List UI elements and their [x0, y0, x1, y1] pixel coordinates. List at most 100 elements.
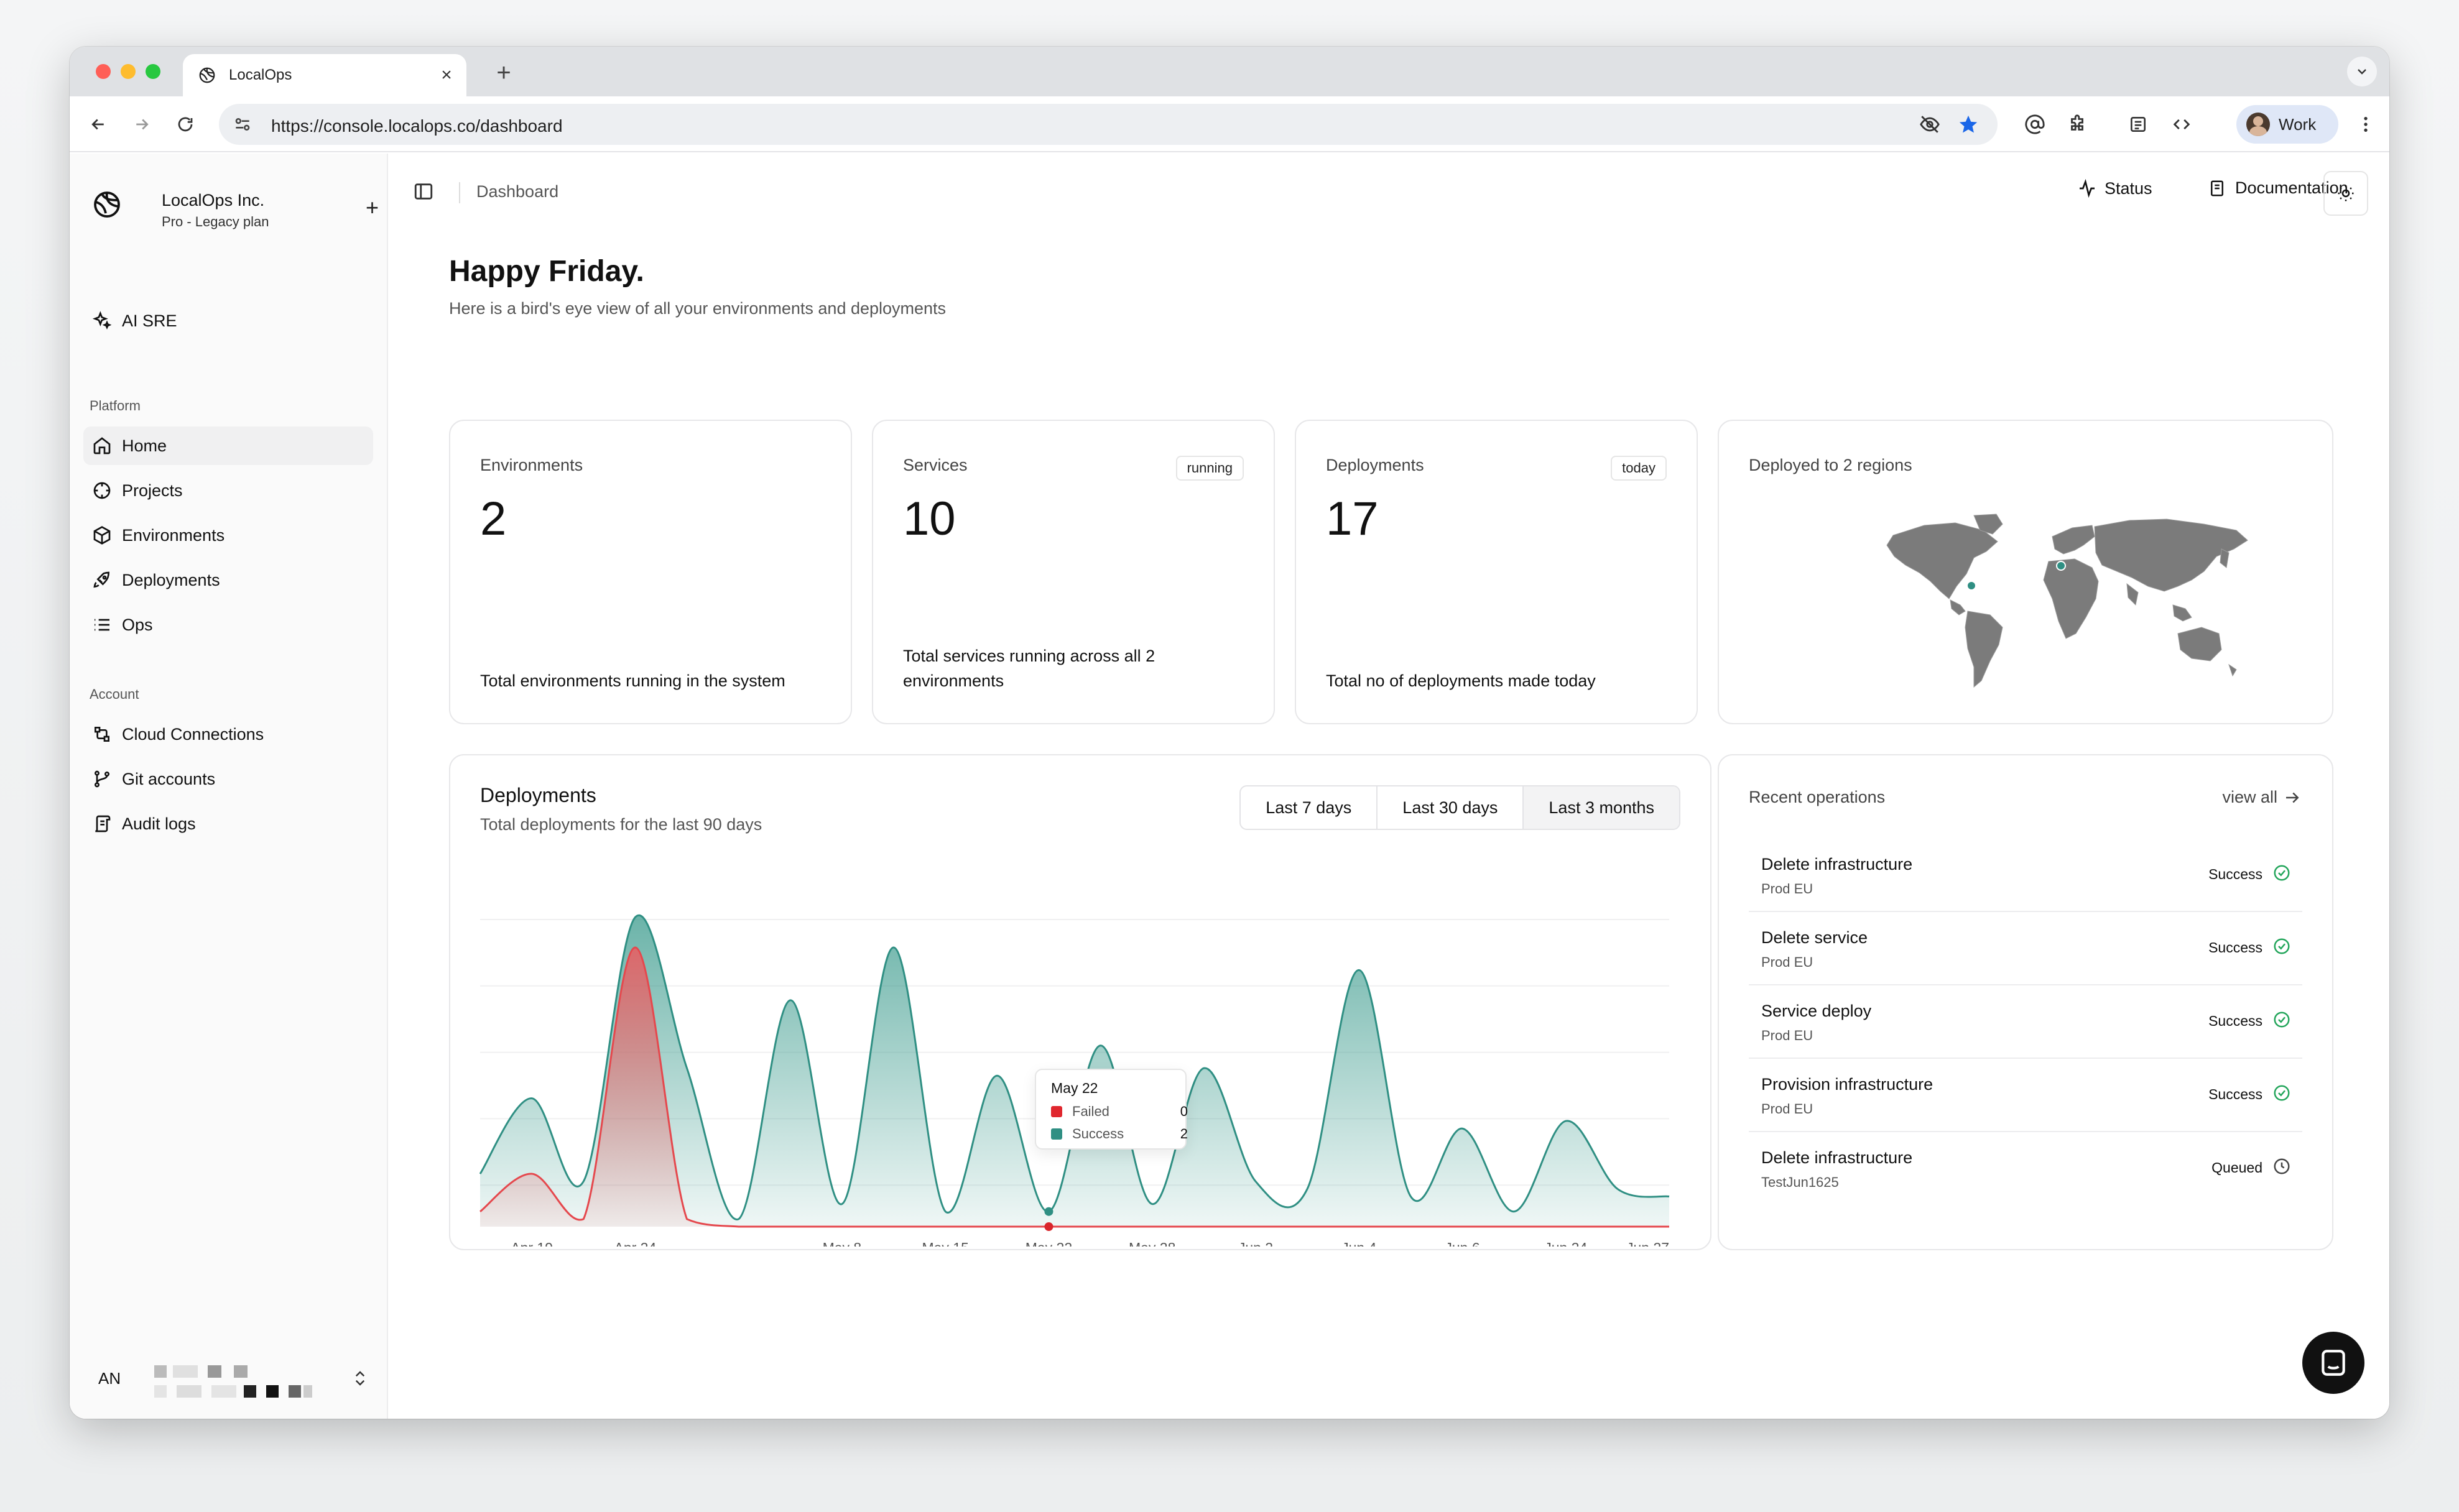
- sidebar-item-git-accounts[interactable]: Git accounts: [83, 760, 373, 798]
- breadcrumb: Dashboard: [476, 182, 559, 201]
- browser-menu-button[interactable]: [2350, 108, 2382, 141]
- book-icon: [2211, 180, 2223, 196]
- sidebar-item-label: Git accounts: [122, 769, 216, 788]
- series-area-success: [480, 915, 1669, 1227]
- operation-status: Success: [2208, 939, 2262, 956]
- tooltip-row-label: Failed: [1072, 1104, 1109, 1119]
- sidebar-item-cloud-connections[interactable]: Cloud Connections: [83, 715, 373, 754]
- range-last-3-months[interactable]: Last 3 months: [1524, 786, 1679, 829]
- close-window-button[interactable]: [96, 64, 111, 79]
- operation-row[interactable]: Delete infrastructure Prod EU Success: [1749, 839, 2302, 912]
- chart-tooltip: May 22 Failed 0 Success 2: [1035, 1069, 1188, 1150]
- operation-name: Provision infrastructure: [1761, 1075, 1933, 1094]
- status-badge: running: [1175, 456, 1244, 481]
- hover-point-failed: [1044, 1222, 1054, 1231]
- operation-row[interactable]: Service deploy Prod EU Success: [1749, 985, 2302, 1059]
- success-swatch: [1051, 1128, 1062, 1140]
- more-vertical-icon: [2364, 117, 2368, 132]
- sidebar-item-deployments[interactable]: Deployments: [83, 561, 373, 599]
- tab-close-icon[interactable]: ×: [441, 65, 452, 85]
- profile-button[interactable]: Work: [2236, 105, 2338, 144]
- regions-card: Deployed to 2 regions: [1718, 420, 2333, 724]
- recent-operations-title: Recent operations: [1749, 788, 1886, 806]
- tab-search-button[interactable]: [2347, 57, 2377, 86]
- site-settings-icon[interactable]: [233, 114, 252, 134]
- operation-row[interactable]: Delete infrastructure TestJun1625 Queued: [1749, 1132, 2302, 1205]
- operation-environment: Prod EU: [1761, 881, 1813, 897]
- zoom-window-button[interactable]: [146, 64, 160, 79]
- sidebar-item-environments[interactable]: Environments: [83, 516, 373, 555]
- tooltip-date: May 22: [1051, 1080, 1098, 1096]
- devtools-button[interactable]: [2165, 108, 2198, 141]
- minimize-window-button[interactable]: [121, 64, 136, 79]
- user-menu[interactable]: AN: [83, 1350, 373, 1406]
- profile-label: Work: [2279, 114, 2317, 134]
- reading-list-button[interactable]: [2122, 108, 2154, 141]
- sidebar-item-label: Projects: [122, 481, 183, 500]
- divider: [459, 182, 460, 203]
- tooltip-row-label: Success: [1072, 1126, 1124, 1141]
- range-last-30-days[interactable]: Last 30 days: [1378, 786, 1524, 829]
- user-initials: AN: [98, 1368, 121, 1388]
- platform-section-label: Platform: [90, 398, 141, 413]
- view-all-label: view all: [2222, 788, 2277, 806]
- operation-environment: Prod EU: [1761, 1028, 1813, 1043]
- environments-card[interactable]: Environments 2 Total environments runnin…: [449, 420, 852, 724]
- deployments-card[interactable]: Deployments today 17 Total no of deploym…: [1295, 420, 1698, 724]
- bookmark-star-icon[interactable]: [1958, 114, 1979, 135]
- address-bar[interactable]: https://console.localops.co/dashboard: [219, 104, 1998, 145]
- eye-off-icon[interactable]: [1919, 114, 1940, 135]
- sidebar-toggle-icon[interactable]: [413, 181, 434, 202]
- arrow-left-icon: [91, 119, 104, 130]
- localops-favicon-icon: [199, 67, 215, 83]
- forward-button[interactable]: [126, 108, 158, 141]
- status-badge: today: [1611, 456, 1667, 481]
- view-all-link[interactable]: view all: [2222, 788, 2302, 807]
- new-tab-button[interactable]: +: [496, 59, 511, 86]
- back-button[interactable]: [82, 108, 114, 141]
- tooltip-row-success: Success 2: [1051, 1126, 1188, 1142]
- sidebar-item-projects[interactable]: Projects: [83, 471, 373, 510]
- operation-row[interactable]: Delete service Prod EU Success: [1749, 912, 2302, 985]
- operation-name: Delete infrastructure: [1761, 855, 1913, 874]
- operation-name: Delete infrastructure: [1761, 1148, 1913, 1167]
- browser-window: LocalOps × + https://console.localops.co…: [70, 47, 2389, 1419]
- sidebar-item-audit-logs[interactable]: Audit logs: [83, 804, 373, 843]
- status-button[interactable]: Status: [2077, 178, 2152, 198]
- add-org-button[interactable]: +: [366, 195, 379, 220]
- x-tick-label: Apr 24: [614, 1240, 657, 1247]
- extension-button[interactable]: [2019, 108, 2051, 141]
- operation-row[interactable]: Provision infrastructure Prod EU Success: [1749, 1059, 2302, 1132]
- check-circle-icon: [2274, 1085, 2290, 1101]
- reload-button[interactable]: [169, 108, 201, 141]
- support-chat-button[interactable]: [2302, 1332, 2364, 1394]
- deployments-area-chart[interactable]: Apr 19 Apr 24 May 8 May 15 May 22 May 28 Jun 2…: [450, 880, 1713, 1247]
- x-tick-label: Jun 27: [1626, 1240, 1669, 1247]
- sidebar-item-ops[interactable]: Ops: [83, 606, 373, 644]
- card-value: 2: [480, 492, 507, 545]
- sidebar-item-home[interactable]: Home: [83, 426, 373, 465]
- operation-status: Success: [2208, 1013, 2262, 1029]
- at-sign-icon: [2025, 114, 2045, 134]
- region-marker: [2056, 561, 2066, 571]
- extensions-button[interactable]: [2061, 108, 2093, 141]
- x-tick-label: Jun 24: [1544, 1240, 1587, 1247]
- operation-name: Service deploy: [1761, 1002, 1872, 1020]
- browser-tab[interactable]: LocalOps ×: [183, 54, 466, 96]
- tab-title: LocalOps: [229, 67, 292, 83]
- documentation-button[interactable]: Documentation: [2208, 178, 2348, 198]
- chevron-up-down-icon: [355, 1371, 365, 1386]
- org-switcher[interactable]: LocalOps Inc. Pro - Legacy plan +: [92, 172, 379, 234]
- operation-environment: Prod EU: [1761, 1101, 1813, 1117]
- main-content: Dashboard Status Documentation Happy Fri…: [389, 154, 2389, 1419]
- sidebar-item-ai-sre[interactable]: AI SRE: [83, 302, 373, 340]
- sparkles-icon: [92, 311, 112, 330]
- range-last-7-days[interactable]: Last 7 days: [1241, 786, 1378, 829]
- series-line-success: [479, 914, 1670, 1220]
- services-card[interactable]: Services running 10 Total services runni…: [872, 420, 1275, 724]
- operation-name: Delete service: [1761, 928, 1868, 947]
- theme-toggle-button[interactable]: [2323, 171, 2368, 216]
- avatar: [2246, 113, 2270, 136]
- activity-icon: [2080, 178, 2095, 198]
- hover-point-success: [1044, 1207, 1054, 1216]
